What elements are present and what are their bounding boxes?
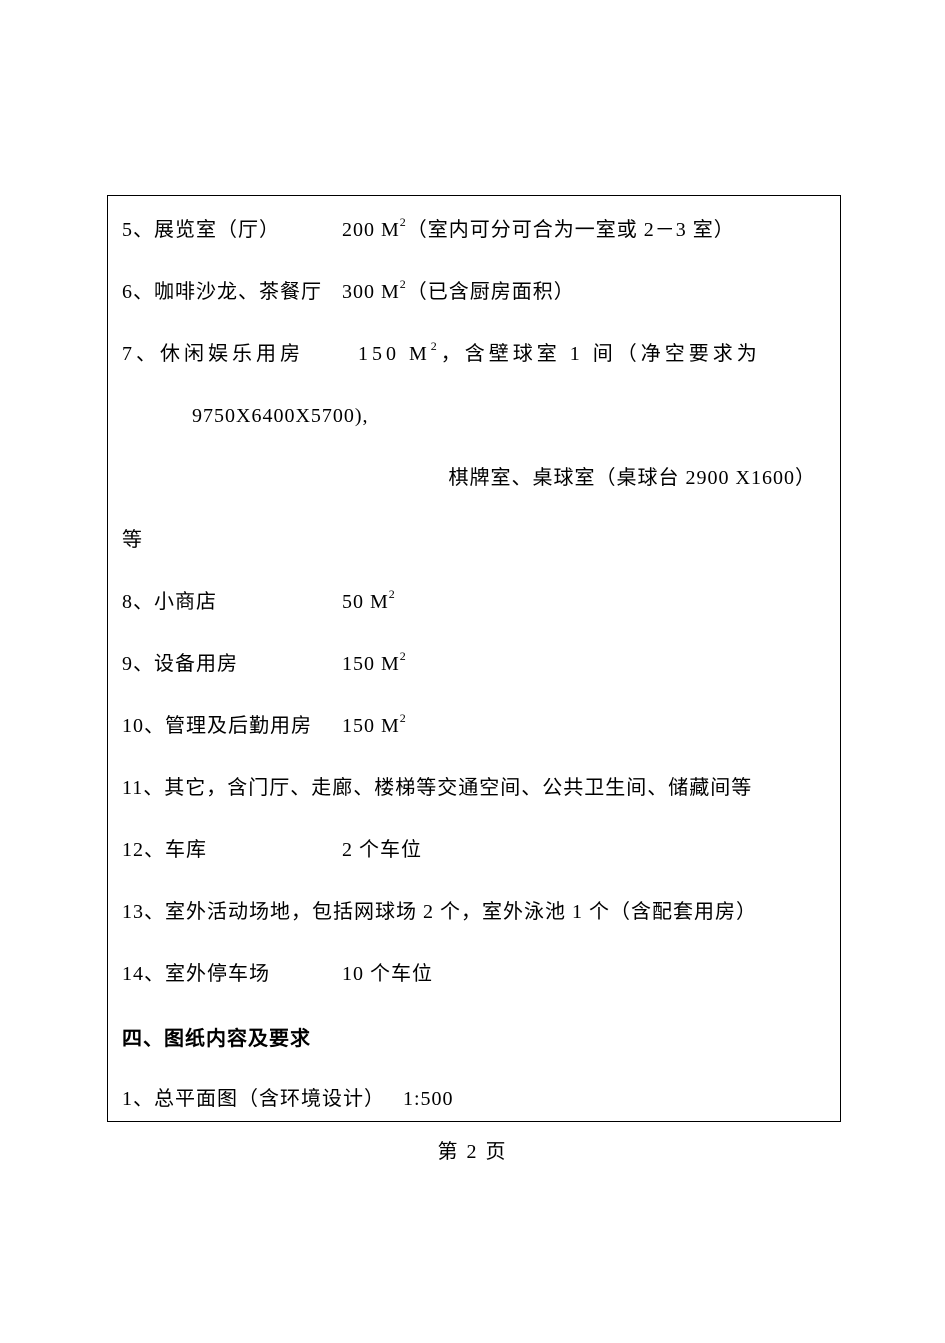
item-5-label: 5、展览室（厅） — [122, 216, 342, 244]
item-5-note: （室内可分可合为一室或 2－3 室） — [407, 219, 735, 241]
item-14: 14、室外停车场10 个车位 — [122, 960, 826, 988]
item-9-label: 9、设备用房 — [122, 650, 342, 678]
item-10-label: 10、管理及后勤用房 — [122, 712, 342, 740]
section-4-heading: 四、图纸内容及要求 — [122, 1022, 826, 1051]
item-7-note-a: ，含壁球室 1 间（净空要求为 — [441, 343, 761, 365]
item-9-sup: 2 — [400, 649, 407, 663]
item-7-sub1: 9750X6400X5700), — [122, 402, 826, 430]
item-10-value: 150 M — [342, 715, 400, 737]
item-6-label: 6、咖啡沙龙、茶餐厅 — [122, 278, 342, 306]
item-8-sup: 2 — [389, 587, 396, 601]
item-7: 7、休闲娱乐用房 150 M2，含壁球室 1 间（净空要求为 — [122, 340, 826, 368]
item-7-sup: 2 — [431, 339, 441, 353]
item-5-value: 200 M — [342, 219, 400, 241]
document-frame: 5、展览室（厅）200 M2（室内可分可合为一室或 2－3 室） 6、咖啡沙龙、… — [107, 195, 841, 1122]
item-8-label: 8、小商店 — [122, 588, 342, 616]
item-6-value: 300 M — [342, 281, 400, 303]
item-7-value: 150 M — [358, 343, 431, 365]
item-11: 11、其它，含门厅、走廊、楼梯等交通空间、公共卫生间、储藏间等 — [122, 774, 826, 802]
item-8: 8、小商店50 M2 — [122, 588, 826, 616]
item-5: 5、展览室（厅）200 M2（室内可分可合为一室或 2－3 室） — [122, 216, 826, 244]
item-6-note: （已含厨房面积） — [407, 281, 575, 303]
item-12-value: 2 个车位 — [342, 839, 422, 861]
item-7-sub2: 棋牌室、桌球室（桌球台 2900 X1600） — [122, 464, 826, 492]
item-7-deng: 等 — [122, 526, 826, 554]
item-10: 10、管理及后勤用房150 M2 — [122, 712, 826, 740]
item-7-label: 7、休闲娱乐用房 — [122, 343, 304, 365]
page-number: 第 2 页 — [0, 1135, 945, 1164]
section-4-item-1-value: 1:500 — [403, 1088, 454, 1110]
item-14-label: 14、室外停车场 — [122, 960, 342, 988]
item-5-sup: 2 — [400, 215, 407, 229]
item-6-sup: 2 — [400, 277, 407, 291]
item-10-sup: 2 — [400, 711, 407, 725]
item-9-value: 150 M — [342, 653, 400, 675]
item-12-label: 12、车库 — [122, 836, 342, 864]
item-14-value: 10 个车位 — [342, 963, 433, 985]
item-6: 6、咖啡沙龙、茶餐厅300 M2（已含厨房面积） — [122, 278, 826, 306]
item-13: 13、室外活动场地，包括网球场 2 个，室外泳池 1 个（含配套用房） — [122, 898, 826, 926]
item-9: 9、设备用房150 M2 — [122, 650, 826, 678]
section-4-item-1-label: 1、总平面图（含环境设计） — [122, 1088, 385, 1110]
item-12: 12、车库2 个车位 — [122, 836, 826, 864]
item-8-value: 50 M — [342, 591, 389, 613]
section-4-item-1: 1、总平面图（含环境设计） 1:500 — [122, 1085, 826, 1113]
